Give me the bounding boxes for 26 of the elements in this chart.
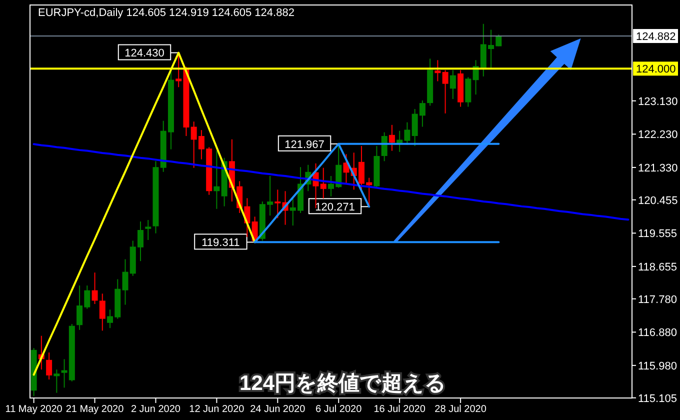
x-tick-label: 28 Jul 2020 xyxy=(434,404,487,415)
y-tick-label: 120.455 xyxy=(638,194,678,207)
x-tick-label: 24 Jun 2020 xyxy=(250,404,306,415)
data-label: 120.271 xyxy=(315,202,355,214)
data-label: 121.967 xyxy=(284,138,324,151)
x-tick-label: 12 Jun 2020 xyxy=(189,404,245,415)
data-label: 119.311 xyxy=(202,237,240,250)
data-label: 124.430 xyxy=(124,48,164,60)
x-tick-label: 6 Jul 2020 xyxy=(316,404,362,415)
y-tick-label: 123.130 xyxy=(638,96,678,108)
ref-line-label: 124.000 xyxy=(636,64,676,76)
title: EURJPY-cd,Daily 124.605 124.919 124.605 124.882 xyxy=(38,7,294,19)
y-tick-label: 115.980 xyxy=(638,360,677,372)
annotation: 124円を終値で超える xyxy=(240,372,447,395)
ref-line-label: 124.882 xyxy=(636,31,676,44)
y-tick-label: 121.330 xyxy=(638,162,678,174)
x-tick-label: 2 Jun 2020 xyxy=(130,404,181,415)
y-tick-label: 118.655 xyxy=(638,261,677,274)
x-tick-label: 16 Jul 2020 xyxy=(374,404,426,415)
y-tick-label: 119.555 xyxy=(638,228,677,240)
y-tick-label: 122.230 xyxy=(638,129,678,142)
x-tick-label: 21 May 2020 xyxy=(66,404,124,415)
y-tick-label: 115.105 xyxy=(638,392,677,405)
x-tick-label: 11 May 2020 xyxy=(5,404,63,415)
y-tick-label: 117.780 xyxy=(638,294,677,306)
y-tick-label: 116.880 xyxy=(638,327,677,340)
